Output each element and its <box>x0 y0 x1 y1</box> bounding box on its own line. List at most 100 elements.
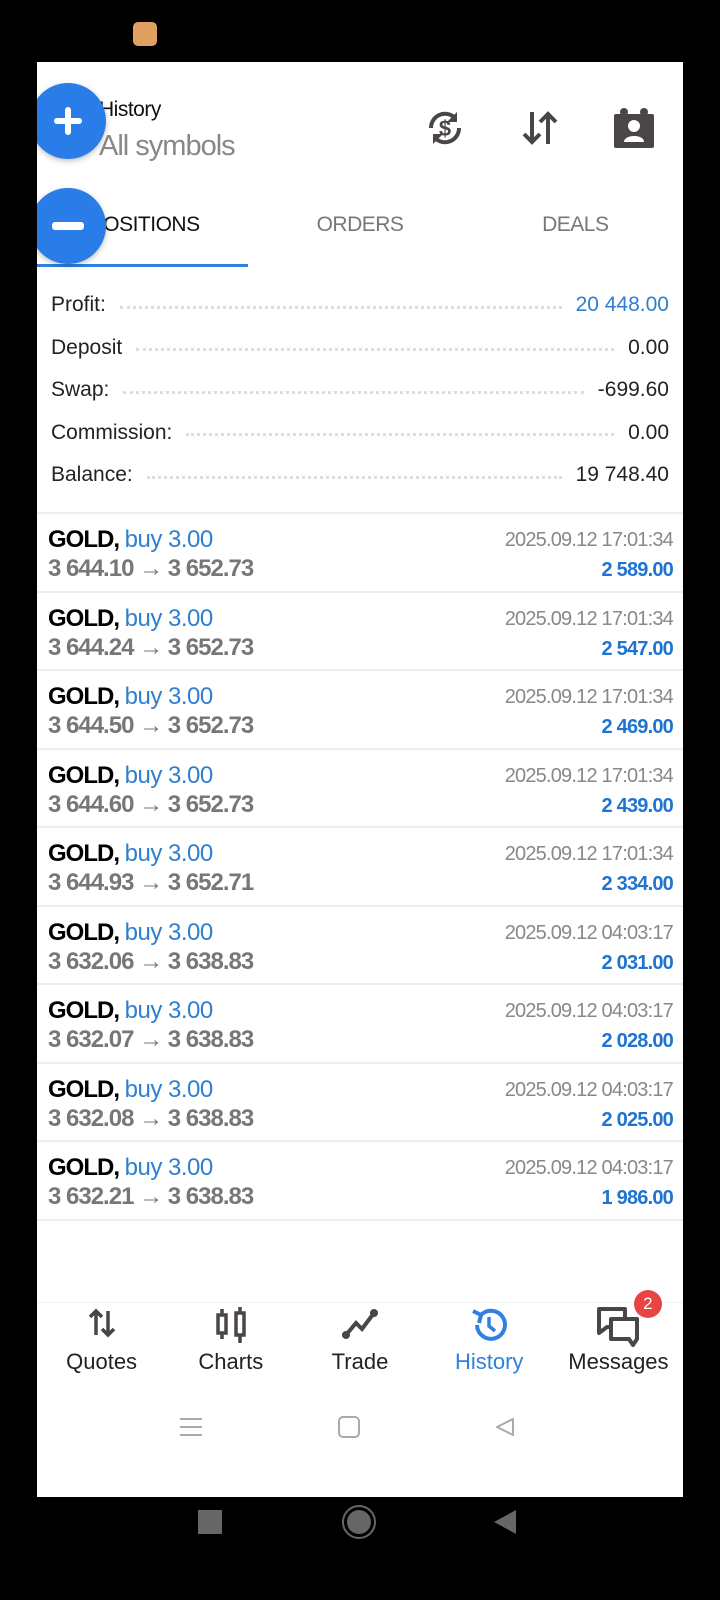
back-icon[interactable] <box>494 1510 516 1534</box>
currency-exchange-icon[interactable]: $ <box>423 106 467 150</box>
position-prices: 3 632.08 → 3 638.83 <box>48 1104 254 1132</box>
position-prices: 3 632.06 → 3 638.83 <box>48 947 254 975</box>
summary-commission: Commission: 0.00 <box>51 412 669 455</box>
position-prices: 3 632.07 → 3 638.83 <box>48 1026 254 1053</box>
position-time: 2025.09.12 04:03:17 <box>504 1157 674 1179</box>
position-row[interactable]: GOLD, buy 3.00 3 644.24 → 3 652.73 2025.… <box>37 593 683 671</box>
nav-messages[interactable]: 2 Messages <box>554 1290 683 1402</box>
nav-quotes[interactable]: Quotes <box>37 1303 166 1402</box>
summary-balance: Balance: 19 748.40 <box>51 454 669 497</box>
position-prices: 3 644.50 → 3 652.73 <box>48 712 254 739</box>
zoom-in-button[interactable] <box>37 83 106 159</box>
position-time: 2025.09.12 04:03:17 <box>504 1000 674 1022</box>
system-nav-bar <box>180 1416 514 1438</box>
summary-label: Profit: <box>51 293 106 317</box>
quotes-icon <box>88 1308 115 1338</box>
position-side: buy 3.00 <box>124 761 214 789</box>
position-row[interactable]: GOLD, buy 3.00 3 644.60 → 3 652.73 2025.… <box>37 750 683 828</box>
nav-label: History <box>454 1349 524 1374</box>
position-profit: 2 439.00 <box>601 794 674 817</box>
position-symbol: GOLD, buy 3.00 <box>48 840 214 867</box>
history-icon <box>472 1308 508 1341</box>
position-profit: 2 334.00 <box>601 873 674 895</box>
position-side: buy 3.00 <box>124 1154 214 1181</box>
summary-value: -699.60 <box>597 378 669 402</box>
position-side: buy 3.00 <box>124 526 214 553</box>
position-row[interactable]: GOLD, buy 3.00 3 632.06 → 3 638.83 2025.… <box>37 907 683 985</box>
position-row[interactable]: GOLD, buy 3.00 3 632.07 → 3 638.83 2025.… <box>37 985 683 1064</box>
position-side: buy 3.00 <box>124 918 214 946</box>
nav-label: Messages <box>568 1349 669 1374</box>
summary-label: Deposit <box>51 335 123 359</box>
summary-label: Commission: <box>51 420 173 444</box>
position-symbol: GOLD, buy 3.00 <box>48 1154 214 1181</box>
position-side: buy 3.00 <box>124 840 214 867</box>
symbol-filter[interactable]: All symbols <box>99 130 236 162</box>
home-icon[interactable] <box>342 1505 376 1539</box>
summary-label: Balance: <box>51 463 133 487</box>
summary-deposit: Deposit 0.00 <box>51 327 669 370</box>
position-side: buy 3.00 <box>124 997 214 1024</box>
position-symbol: GOLD, buy 3.00 <box>48 683 213 710</box>
summary-label: Swap: <box>51 378 110 402</box>
summary: Profit: 20 448.00 Deposit 0.00 Swap: -699.6… <box>51 284 669 497</box>
position-side: buy 3.00 <box>124 604 214 632</box>
tab-orders[interactable]: ORDERS <box>316 213 404 236</box>
position-symbol: GOLD, buy 3.00 <box>48 997 214 1024</box>
position-prices: 3 644.93 → 3 652.71 <box>48 869 254 896</box>
summary-value: 0.00 <box>628 335 669 359</box>
positions-list: GOLD, buy 3.00 3 644.10 → 3 652.73 2025.… <box>37 512 683 1221</box>
position-symbol: GOLD, buy 3.00 <box>48 918 214 946</box>
trade-icon <box>342 1309 378 1339</box>
position-time: 2025.09.12 17:01:34 <box>504 529 674 551</box>
svg-text:$: $ <box>439 116 451 141</box>
tab-positions[interactable]: POSITIONS <box>89 213 200 236</box>
position-row[interactable]: GOLD, buy 3.00 3 644.50 → 3 652.73 2025.… <box>37 671 683 750</box>
summary-profit: Profit: 20 448.00 <box>51 284 669 327</box>
position-prices: 3 644.60 → 3 652.73 <box>48 790 254 818</box>
back-icon[interactable] <box>496 1418 514 1436</box>
nav-trade[interactable]: Trade <box>295 1303 424 1402</box>
position-prices: 3 644.10 → 3 652.73 <box>48 555 254 582</box>
active-tab-indicator <box>37 264 248 267</box>
position-symbol: GOLD, buy 3.00 <box>48 1075 213 1103</box>
position-profit: 2 469.00 <box>601 716 674 738</box>
sort-icon[interactable] <box>518 106 562 150</box>
position-symbol: GOLD, buy 3.00 <box>48 604 214 632</box>
history-screen: History All symbols $ POSITIONS ORDERS D… <box>37 62 683 1497</box>
position-time: 2025.09.12 04:03:17 <box>504 1078 674 1101</box>
position-row[interactable]: GOLD, buy 3.00 3 644.93 → 3 652.71 2025.… <box>37 828 683 907</box>
home-icon[interactable] <box>338 1416 360 1438</box>
tab-deals[interactable]: DEALS <box>542 213 609 236</box>
position-profit: 2 589.00 <box>601 559 674 581</box>
position-symbol: GOLD, buy 3.00 <box>48 761 214 789</box>
position-row[interactable]: GOLD, buy 3.00 3 644.10 → 3 652.73 2025.… <box>37 514 683 593</box>
position-row[interactable]: GOLD, buy 3.00 3 632.21 → 3 638.83 2025.… <box>37 1142 683 1221</box>
summary-value: 0.00 <box>628 420 669 444</box>
tab-bar: POSITIONS ORDERS DEALS <box>37 202 683 268</box>
position-profit: 2 028.00 <box>601 1030 674 1052</box>
summary-value: 20 448.00 <box>575 293 669 317</box>
nav-label: Quotes <box>66 1349 138 1374</box>
nav-charts[interactable]: Charts <box>166 1303 295 1402</box>
position-row[interactable]: GOLD, buy 3.00 3 632.08 → 3 638.83 2025.… <box>37 1064 683 1142</box>
position-time: 2025.09.12 17:01:34 <box>504 607 674 630</box>
recent-apps-icon[interactable] <box>180 1418 202 1436</box>
position-prices: 3 644.24 → 3 652.73 <box>48 633 254 661</box>
nav-label: Trade <box>331 1349 389 1374</box>
position-profit: 2 031.00 <box>601 951 674 974</box>
position-profit: 2 025.00 <box>601 1108 674 1131</box>
position-time: 2025.09.12 04:03:17 <box>504 921 674 944</box>
summary-value: 19 748.40 <box>575 463 669 487</box>
page-title: History <box>99 98 161 121</box>
outer-system-nav <box>198 1505 516 1539</box>
nav-label: Charts <box>198 1349 264 1374</box>
position-symbol: GOLD, buy 3.00 <box>48 526 214 553</box>
recent-apps-icon[interactable] <box>198 1510 222 1534</box>
calendar-contact-icon[interactable] <box>612 106 656 150</box>
position-profit: 1 986.00 <box>601 1187 674 1209</box>
zoom-out-button[interactable] <box>37 188 106 264</box>
nav-history[interactable]: History <box>425 1303 554 1402</box>
messages-icon <box>597 1307 640 1347</box>
position-time: 2025.09.12 17:01:34 <box>504 764 674 787</box>
